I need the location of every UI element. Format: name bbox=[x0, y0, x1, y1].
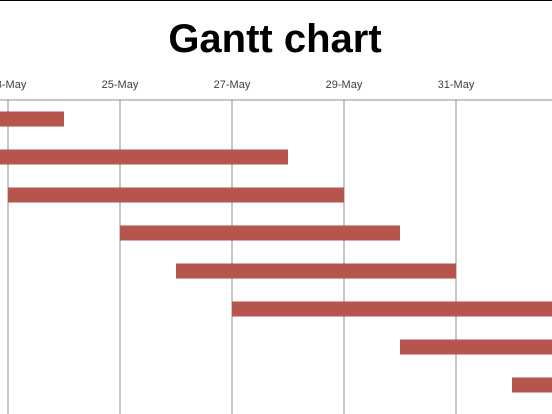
x-tick-label: 23-May bbox=[0, 79, 27, 91]
task-bar bbox=[400, 339, 552, 355]
task-bar bbox=[0, 149, 288, 165]
task-bar bbox=[0, 111, 64, 127]
x-tick-label: 29-May bbox=[326, 79, 363, 91]
task-bars bbox=[0, 111, 552, 393]
x-tick-label: 25-May bbox=[102, 79, 139, 91]
x-tick-label: 27-May bbox=[214, 79, 251, 91]
gridlines bbox=[7, 100, 457, 414]
task-bar bbox=[176, 263, 456, 279]
x-tick-label: 31-May bbox=[438, 79, 475, 91]
task-bar bbox=[512, 377, 552, 393]
task-bar bbox=[8, 187, 344, 203]
task-bar bbox=[120, 225, 400, 241]
chart-title: Gantt chart bbox=[168, 17, 381, 61]
task-bar bbox=[232, 301, 552, 317]
x-axis-tick-labels: 23-May 25-May 27-May 29-May 31-May bbox=[0, 79, 475, 91]
